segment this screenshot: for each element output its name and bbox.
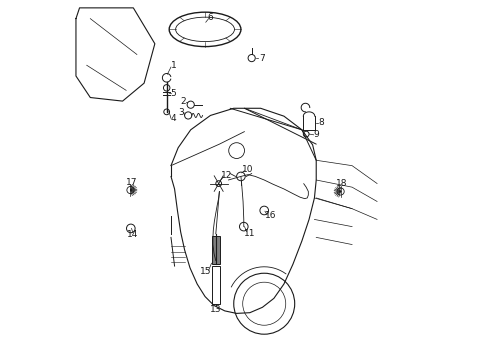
Text: 13: 13 bbox=[210, 305, 221, 314]
Text: 2: 2 bbox=[180, 97, 185, 106]
Text: 6: 6 bbox=[207, 13, 213, 22]
Text: 1: 1 bbox=[170, 62, 176, 71]
Circle shape bbox=[239, 222, 247, 231]
Text: 7: 7 bbox=[258, 54, 264, 63]
Circle shape bbox=[215, 181, 221, 186]
Text: 16: 16 bbox=[264, 211, 276, 220]
Text: 12: 12 bbox=[221, 171, 232, 180]
Bar bbox=[211, 266, 220, 304]
Text: 9: 9 bbox=[313, 130, 319, 139]
Text: 8: 8 bbox=[318, 118, 324, 127]
Text: 18: 18 bbox=[335, 179, 346, 188]
Circle shape bbox=[126, 186, 134, 194]
Circle shape bbox=[260, 206, 268, 215]
Text: 17: 17 bbox=[125, 178, 137, 187]
Circle shape bbox=[126, 224, 135, 233]
Text: 15: 15 bbox=[200, 267, 211, 276]
Circle shape bbox=[163, 85, 169, 91]
Text: 14: 14 bbox=[127, 230, 138, 239]
Circle shape bbox=[336, 188, 344, 195]
Text: 10: 10 bbox=[241, 165, 253, 174]
Circle shape bbox=[184, 112, 191, 119]
Circle shape bbox=[187, 101, 194, 108]
Circle shape bbox=[236, 172, 244, 181]
Text: 4: 4 bbox=[170, 114, 176, 123]
Text: 3: 3 bbox=[178, 108, 183, 117]
Circle shape bbox=[247, 54, 255, 62]
Text: 11: 11 bbox=[244, 229, 255, 238]
Bar bbox=[211, 235, 220, 264]
Text: 5: 5 bbox=[170, 89, 176, 98]
Circle shape bbox=[303, 131, 308, 137]
